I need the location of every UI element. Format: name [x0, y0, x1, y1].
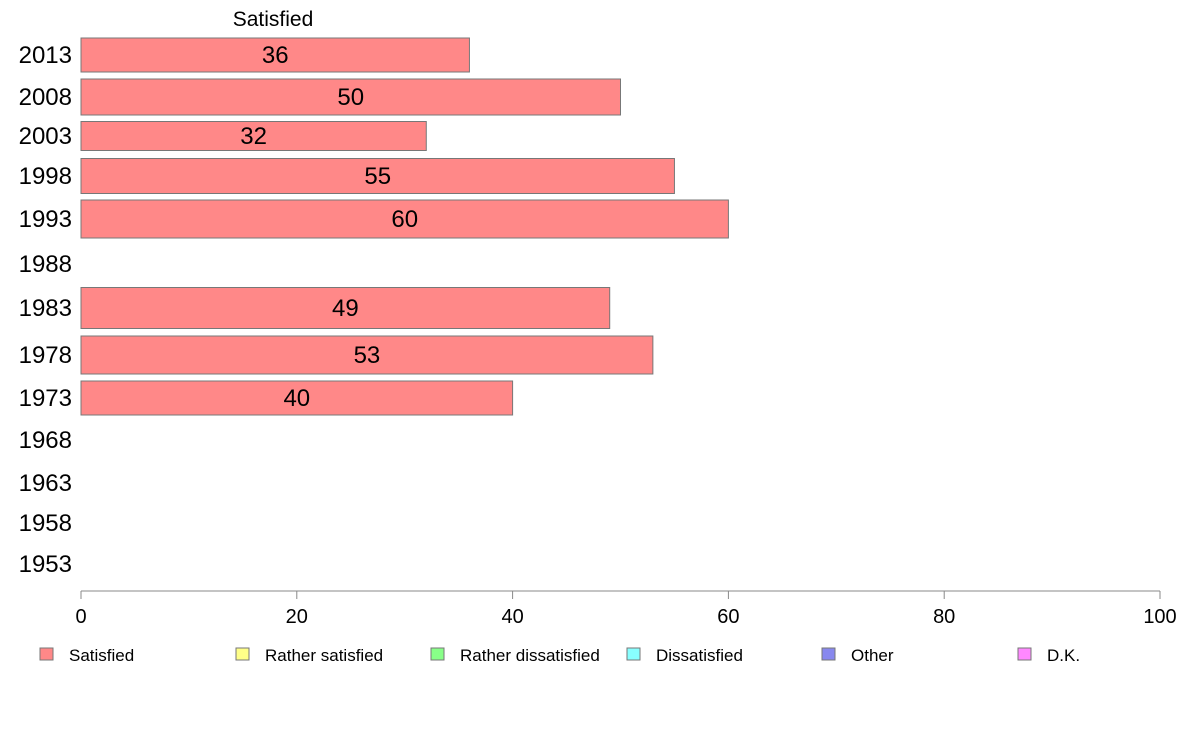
bar-value-label: 40 [283, 385, 310, 412]
y-tick-label: 1953 [19, 551, 72, 578]
legend-swatch [821, 647, 836, 661]
bar-2003 [80, 121, 427, 151]
legend-label: Rather dissatisfied [460, 646, 600, 665]
bar-value-label: 55 [364, 163, 391, 190]
series-header-label: Satisfied [233, 8, 314, 31]
legend-swatch [626, 647, 641, 661]
bar-value-label: 49 [332, 295, 359, 322]
legend-swatch [430, 647, 445, 661]
bar-value-label: 36 [262, 42, 289, 69]
y-tick-label: 1963 [19, 470, 72, 497]
x-tick-label: 40 [501, 606, 523, 628]
y-tick-label: 1973 [19, 385, 72, 412]
legend-label: D.K. [1047, 646, 1080, 665]
bar-1978 [80, 335, 654, 375]
legend-label: Other [851, 646, 894, 665]
x-tick-label: 60 [717, 606, 739, 628]
legend-swatch [1017, 647, 1032, 661]
y-tick-label: 2008 [19, 84, 72, 111]
x-axis: 0 20 40 60 80 100 [75, 590, 1177, 628]
y-tick-label: 2003 [19, 123, 72, 150]
legend-label: Rather satisfied [265, 646, 383, 665]
x-tick-label: 100 [1143, 606, 1176, 628]
y-tick-label: 1978 [19, 342, 72, 369]
bar-1983 [80, 287, 611, 329]
legend-label: Satisfied [69, 646, 134, 665]
x-tick-label: 80 [933, 606, 955, 628]
y-tick-label: 1993 [19, 206, 72, 233]
legend: Satisfied Rather satisfied Rather dissatis… [39, 646, 1080, 665]
bar-value-label: 50 [337, 84, 364, 111]
bar-2008 [80, 78, 621, 116]
bar-value-label: 53 [354, 342, 381, 369]
legend-swatch [235, 647, 250, 661]
bar-2013 [80, 37, 470, 73]
y-tick-label: 1998 [19, 163, 72, 190]
x-tick-label: 20 [286, 606, 308, 628]
y-tick-label: 1983 [19, 295, 72, 322]
legend-swatch [39, 647, 54, 661]
y-tick-label: 2013 [19, 42, 72, 69]
y-tick-label: 1968 [19, 427, 72, 454]
bar-1998 [80, 158, 675, 194]
y-axis: 2013 2008 2003 1998 1993 1988 1983 1978 1973 1968… [19, 42, 72, 578]
bar-1973 [80, 380, 514, 416]
y-tick-label: 1988 [19, 251, 72, 278]
bar-value-label: 32 [240, 123, 267, 150]
y-tick-label: 1958 [19, 510, 72, 537]
bar-1993 [80, 199, 729, 239]
x-tick-label: 0 [75, 606, 86, 628]
bar-value-label: 60 [391, 206, 418, 233]
legend-label: Dissatisfied [656, 646, 743, 665]
